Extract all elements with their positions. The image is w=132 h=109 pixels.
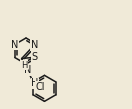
Text: N: N xyxy=(31,40,38,50)
Text: H: H xyxy=(31,78,39,89)
Text: S: S xyxy=(32,52,38,62)
Text: N: N xyxy=(24,65,31,75)
Text: Cl: Cl xyxy=(36,82,45,92)
Text: H: H xyxy=(21,61,27,70)
Text: N: N xyxy=(11,39,18,49)
